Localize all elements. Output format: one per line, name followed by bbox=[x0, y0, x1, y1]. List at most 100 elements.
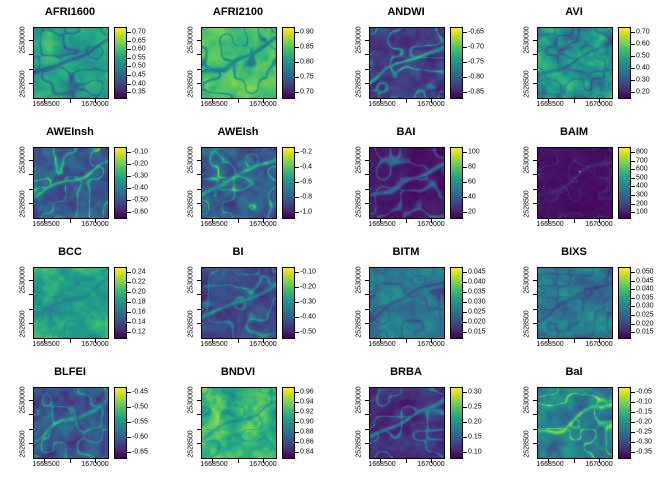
colorbar-tick-label: 0.025 bbox=[468, 308, 486, 316]
panel-title: AFRI2100 bbox=[212, 6, 264, 18]
y-axis-tick-label-top: 2530000 bbox=[355, 26, 363, 54]
panel-title: AVI bbox=[565, 6, 583, 18]
colorbar-canvas bbox=[451, 148, 462, 218]
y-axis-tick-label-bottom: 2528500 bbox=[355, 310, 363, 338]
colorbar-tick bbox=[127, 40, 131, 42]
colorbar-tick bbox=[631, 169, 635, 171]
raster-canvas bbox=[538, 28, 612, 98]
y-axis-tick bbox=[365, 203, 369, 204]
colorbar-tick bbox=[127, 271, 131, 273]
colorbar-tick-label: -0.80 bbox=[468, 73, 484, 81]
x-axis-tick bbox=[212, 99, 214, 103]
colorbar-tick-label: 0.045 bbox=[636, 277, 654, 284]
y-axis-tick bbox=[197, 294, 201, 296]
colorbar-tick bbox=[631, 332, 635, 334]
index-map-panel: BRBA 2530000 2528500 1668500 1670000 0.3… bbox=[336, 360, 504, 480]
y-axis-tick bbox=[365, 83, 369, 84]
colorbar-tick-label: 0.55 bbox=[132, 54, 146, 62]
y-axis-tick bbox=[365, 443, 369, 444]
colorbar-tick-label: 0.12 bbox=[132, 328, 146, 336]
raster-map bbox=[201, 387, 277, 459]
index-map-panel: BNDVI 2530000 2528500 1668500 1670000 0.… bbox=[168, 360, 336, 480]
x-axis-tick bbox=[380, 219, 382, 223]
x-axis-tick bbox=[212, 219, 214, 223]
colorbar-tick-label: 0.70 bbox=[636, 28, 650, 36]
y-axis-tick bbox=[197, 39, 201, 41]
colorbar-tick bbox=[295, 47, 299, 48]
colorbar-tick-label: -0.30 bbox=[636, 438, 652, 446]
colorbar-canvas bbox=[619, 388, 630, 458]
colorbar-tick bbox=[463, 332, 467, 334]
colorbar-tick-label: 0.045 bbox=[468, 268, 486, 276]
colorbar-canvas bbox=[115, 28, 126, 98]
x-axis-tick bbox=[94, 219, 96, 223]
colorbar-tick-label: -0.60 bbox=[132, 433, 148, 441]
colorbar-tick bbox=[295, 432, 299, 433]
y-axis-tick bbox=[197, 279, 201, 281]
colorbar-tick-label: 0.50 bbox=[132, 62, 146, 70]
y-axis-tick bbox=[29, 294, 33, 296]
colorbar-tick bbox=[295, 31, 299, 33]
y-axis-tick-label-bottom: 2528500 bbox=[355, 430, 363, 458]
colorbar-tick-label: -0.65 bbox=[132, 448, 148, 456]
colorbar-tick bbox=[295, 401, 299, 403]
colorbar-tick-label: -0.10 bbox=[132, 148, 148, 156]
y-axis-tick bbox=[533, 443, 537, 444]
colorbar-tick-label: 0.65 bbox=[132, 37, 146, 44]
colorbar-tick-label: 0.92 bbox=[300, 408, 314, 416]
index-map-panel: AVI 2530000 2528500 1668500 1670000 0.70… bbox=[504, 0, 672, 120]
y-axis-tick-label-bottom: 2528500 bbox=[523, 430, 531, 458]
colorbar-tick-label: 0.50 bbox=[636, 52, 650, 60]
x-axis-tick bbox=[212, 339, 214, 343]
raster-canvas bbox=[202, 148, 276, 218]
colorbar-tick-label: 0.85 bbox=[300, 43, 314, 51]
colorbar-tick-label: -0.70 bbox=[468, 43, 484, 51]
colorbar-canvas bbox=[283, 388, 294, 458]
colorbar-tick bbox=[295, 212, 299, 214]
raster-canvas bbox=[538, 388, 612, 458]
colorbar-tick-label: 0.60 bbox=[132, 45, 146, 53]
y-axis-tick bbox=[197, 203, 201, 204]
panel-title: BRBA bbox=[390, 366, 422, 378]
x-axis-tick-label-left: 1668500 bbox=[200, 221, 228, 228]
raster-map bbox=[33, 267, 109, 339]
colorbar-tick bbox=[127, 83, 131, 85]
colorbar-tick-label: -0.60 bbox=[132, 208, 148, 216]
colorbar-tick bbox=[463, 452, 467, 454]
x-axis-tick-label-right: 1670000 bbox=[81, 461, 109, 468]
x-axis-tick bbox=[262, 339, 264, 343]
colorbar-canvas bbox=[283, 148, 294, 218]
colorbar-tick-label: 0.90 bbox=[300, 418, 314, 426]
x-axis-tick-label-left: 1668500 bbox=[536, 101, 564, 108]
y-axis-tick-label-top: 2530000 bbox=[523, 146, 531, 174]
y-axis-tick bbox=[29, 323, 33, 324]
colorbar-tick-label: -0.65 bbox=[468, 28, 484, 36]
colorbar-tick-label: 600 bbox=[636, 165, 648, 173]
index-map-panel: BAIM 2530000 2528500 1668500 1670000 800… bbox=[504, 120, 672, 240]
index-map-panel: AWEInsh 2530000 2528500 1668500 1670000 … bbox=[0, 120, 168, 240]
x-axis-tick bbox=[44, 459, 46, 463]
colorbar-tick-label: 0.70 bbox=[300, 88, 314, 96]
colorbar-tick bbox=[463, 312, 467, 313]
x-axis-tick-label-left: 1668500 bbox=[32, 461, 60, 468]
colorbar bbox=[282, 267, 295, 339]
colorbar-tick bbox=[295, 287, 299, 288]
index-map-panel: BLFEI 2530000 2528500 1668500 1670000 -0… bbox=[0, 360, 168, 480]
colorbar bbox=[114, 267, 127, 339]
y-axis-tick bbox=[533, 69, 537, 70]
x-axis-tick bbox=[405, 339, 407, 343]
raster-map bbox=[537, 267, 613, 339]
panel-title: BaI bbox=[565, 366, 583, 378]
x-axis-tick bbox=[69, 99, 71, 103]
colorbar-tick bbox=[463, 62, 467, 63]
colorbar-tick-label: -0.85 bbox=[468, 88, 484, 96]
y-axis-tick bbox=[533, 39, 537, 41]
colorbar-tick bbox=[127, 57, 131, 59]
colorbar-tick bbox=[127, 200, 131, 202]
raster-canvas bbox=[202, 268, 276, 338]
colorbar-tick-label: -0.6 bbox=[300, 178, 313, 186]
x-axis-tick-label-right: 1670000 bbox=[417, 101, 445, 108]
colorbar-tick-label: 200 bbox=[636, 200, 648, 207]
y-axis-tick bbox=[365, 429, 369, 430]
x-axis-tick bbox=[598, 219, 600, 223]
